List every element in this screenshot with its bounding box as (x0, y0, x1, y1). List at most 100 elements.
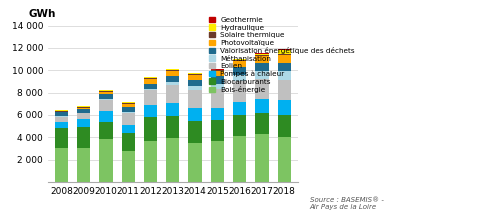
Bar (255, 54, 269, 55)
Bar (144, 117, 157, 141)
Bar (121, 102, 135, 103)
Text: Source : BASEMIS® -
Air Pays de la Loire: Source : BASEMIS® - Air Pays de la Loire (310, 197, 384, 210)
Bar (55, 148, 68, 182)
Bar (211, 108, 224, 120)
Bar (144, 79, 157, 84)
Bar (277, 62, 291, 71)
Bar (255, 134, 269, 182)
Bar (55, 122, 68, 128)
Bar (233, 59, 246, 60)
Bar (233, 102, 246, 115)
Bar (255, 99, 269, 113)
Bar (144, 89, 157, 90)
Legend: Geothermie, Hydraulique, Solaire thermique, Photovoltaïque, Valorisation énergét: Geothermie, Hydraulique, Solaire thermiq… (209, 17, 355, 93)
Bar (55, 128, 68, 148)
Bar (166, 71, 180, 76)
Bar (211, 71, 224, 76)
Bar (55, 112, 68, 116)
Bar (99, 90, 113, 91)
Bar (233, 82, 246, 102)
Bar (77, 113, 90, 119)
Bar (99, 100, 113, 111)
Bar (255, 53, 269, 54)
Bar (255, 55, 269, 56)
Bar (189, 73, 202, 74)
Bar (277, 71, 291, 80)
Bar (144, 77, 157, 78)
Bar (189, 74, 202, 75)
Bar (77, 119, 90, 127)
Bar (99, 99, 113, 100)
Bar (166, 116, 180, 138)
Bar (233, 61, 246, 67)
Bar (277, 49, 291, 50)
Bar (166, 82, 180, 85)
Bar (144, 105, 157, 117)
Bar (166, 85, 180, 103)
Bar (233, 136, 246, 182)
Bar (121, 112, 135, 113)
Bar (166, 103, 180, 116)
Bar (233, 115, 246, 136)
Bar (99, 111, 113, 122)
Bar (55, 110, 68, 111)
Bar (77, 108, 90, 109)
Bar (255, 56, 269, 62)
Bar (255, 113, 269, 134)
Bar (99, 140, 113, 182)
Bar (189, 80, 202, 86)
Bar (233, 67, 246, 75)
Bar (255, 62, 269, 71)
Bar (99, 94, 113, 99)
Bar (166, 69, 180, 70)
Bar (189, 108, 202, 120)
Bar (121, 107, 135, 112)
Bar (77, 148, 90, 182)
Bar (121, 125, 135, 133)
Bar (189, 75, 202, 80)
Bar (211, 84, 224, 89)
Bar (55, 116, 68, 117)
Bar (189, 143, 202, 182)
Bar (211, 76, 224, 84)
Bar (189, 120, 202, 143)
Bar (121, 151, 135, 182)
Text: GWh: GWh (28, 9, 55, 19)
Bar (211, 69, 224, 70)
Bar (255, 79, 269, 99)
Bar (211, 70, 224, 71)
Bar (99, 91, 113, 92)
Bar (166, 138, 180, 182)
Bar (233, 60, 246, 61)
Bar (255, 71, 269, 79)
Bar (166, 70, 180, 71)
Bar (277, 115, 291, 137)
Bar (211, 141, 224, 182)
Bar (166, 76, 180, 82)
Bar (55, 111, 68, 112)
Bar (277, 54, 291, 55)
Bar (144, 90, 157, 105)
Bar (144, 141, 157, 182)
Bar (99, 122, 113, 140)
Bar (211, 120, 224, 141)
Bar (121, 104, 135, 107)
Bar (99, 92, 113, 94)
Bar (189, 86, 202, 90)
Bar (211, 89, 224, 108)
Bar (144, 78, 157, 79)
Bar (77, 127, 90, 148)
Bar (277, 55, 291, 62)
Bar (277, 80, 291, 100)
Bar (121, 133, 135, 151)
Bar (77, 109, 90, 113)
Bar (277, 137, 291, 182)
Bar (189, 90, 202, 108)
Bar (121, 103, 135, 104)
Bar (77, 107, 90, 108)
Bar (55, 117, 68, 122)
Bar (144, 84, 157, 89)
Bar (277, 50, 291, 54)
Bar (77, 106, 90, 107)
Bar (233, 75, 246, 82)
